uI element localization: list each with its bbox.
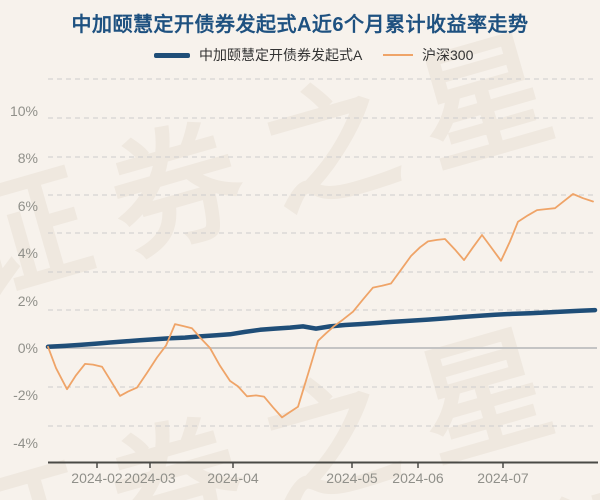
- y-axis-label: 10%: [9, 103, 38, 119]
- fund-line-swatch-icon: [154, 52, 190, 58]
- legend-csi300-label: 沪深300: [422, 47, 474, 63]
- legend-fund-label: 中加颐慧定开债券发起式A: [199, 47, 363, 63]
- y-axis-label: 6%: [17, 197, 38, 214]
- x-axis-label: 2024-03: [124, 470, 176, 486]
- x-axis-label: 2024-06: [392, 470, 444, 486]
- y-axis-label: 4%: [17, 245, 38, 262]
- y-axis-label: 8%: [17, 150, 38, 167]
- y-axis-label: -4%: [13, 434, 38, 451]
- legend-item-csi300[interactable]: 沪深300: [383, 46, 473, 64]
- csi300-line[interactable]: [47, 193, 594, 419]
- x-axis-label: 2024-07: [477, 470, 529, 486]
- y-axis-label: 2%: [17, 292, 38, 309]
- x-axis-label: 2024-04: [207, 470, 259, 486]
- y-axis-label: 0%: [17, 340, 38, 356]
- csi300-line-swatch-icon: [383, 54, 413, 56]
- legend-item-fund[interactable]: 中加颐慧定开债券发起式A: [154, 46, 362, 64]
- chart-title: 中加颐慧定开债券发起式A近6个月累计收益率走势: [71, 14, 529, 36]
- fund-line[interactable]: [45, 307, 598, 350]
- legend: 中加颐慧定开债券发起式A 沪深300: [0, 46, 600, 64]
- x-axis-label: 2024-05: [326, 470, 378, 486]
- x-axis-label: 2024-02: [71, 470, 123, 486]
- y-axis-label: -2%: [13, 387, 38, 404]
